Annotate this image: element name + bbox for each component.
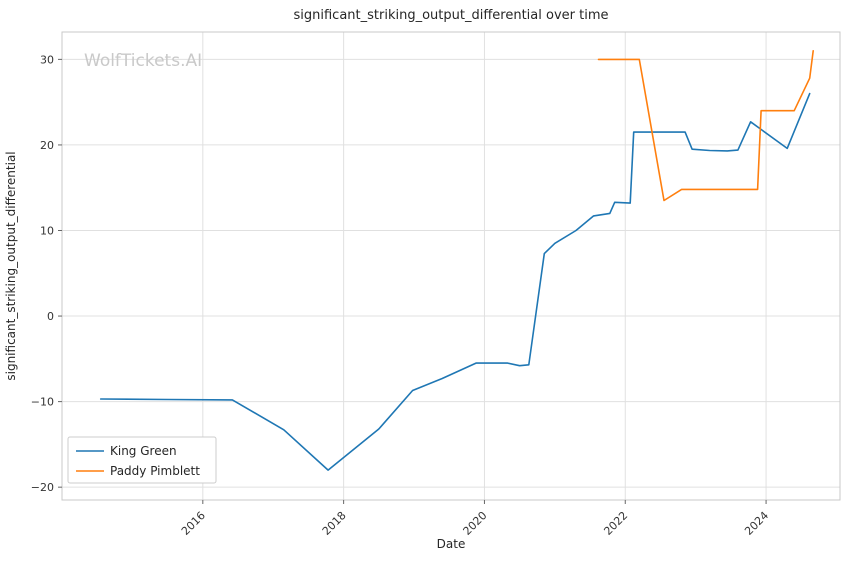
y-tick-label: 0 <box>47 310 54 323</box>
x-tick-label: 2018 <box>320 509 349 538</box>
y-axis-label: significant_striking_output_differential <box>4 151 18 380</box>
plot-border <box>61 31 841 501</box>
y-tick-label: −10 <box>31 396 54 409</box>
chart-generated-layer: 2016 2018 2020 2022 2024 −20 −10 0 10 20 30 King Gr… <box>31 31 841 538</box>
watermark: WolfTickets.AI <box>84 51 202 71</box>
series-line-king-green <box>99 92 811 471</box>
x-axis-label: Date <box>437 537 466 551</box>
series-line-paddy-pimblett <box>597 50 814 202</box>
legend-box <box>67 436 217 484</box>
chart-title: significant_striking_output_differential… <box>294 8 609 23</box>
legend-label-paddy-pimblett: Paddy Pimblett <box>110 464 200 478</box>
y-tick-label: 10 <box>40 224 54 237</box>
x-tick-label: 2020 <box>461 509 490 538</box>
plot-area <box>62 32 840 500</box>
legend-label-king-green: King Green <box>110 444 177 458</box>
x-tick-label: 2022 <box>601 509 630 538</box>
y-tick-label: 30 <box>40 53 54 66</box>
x-tick-label: 2024 <box>742 509 771 538</box>
y-tick-label: −20 <box>31 481 54 494</box>
y-tick-label: 20 <box>40 139 54 152</box>
x-tick-label: 2016 <box>179 509 208 538</box>
